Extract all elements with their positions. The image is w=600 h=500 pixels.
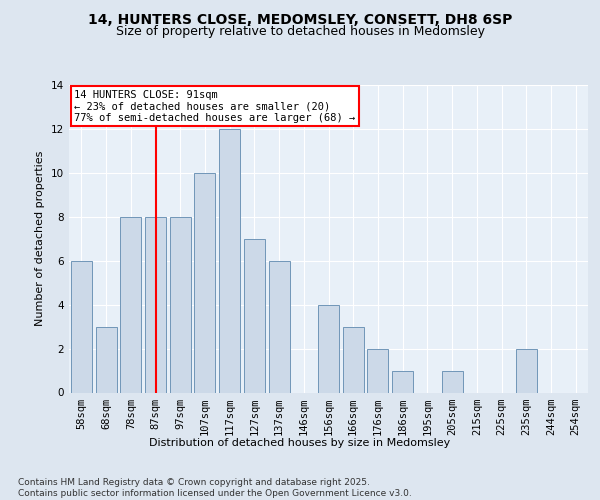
Bar — [367, 348, 388, 393]
Bar — [343, 326, 364, 392]
Bar — [194, 173, 215, 392]
Bar — [219, 129, 240, 392]
Text: Size of property relative to detached houses in Medomsley: Size of property relative to detached ho… — [115, 25, 485, 38]
Y-axis label: Number of detached properties: Number of detached properties — [35, 151, 46, 326]
Bar — [120, 217, 141, 392]
Bar — [145, 217, 166, 392]
Bar — [392, 370, 413, 392]
Bar — [318, 304, 339, 392]
Text: Contains HM Land Registry data © Crown copyright and database right 2025.
Contai: Contains HM Land Registry data © Crown c… — [18, 478, 412, 498]
Text: 14 HUNTERS CLOSE: 91sqm
← 23% of detached houses are smaller (20)
77% of semi-de: 14 HUNTERS CLOSE: 91sqm ← 23% of detache… — [74, 90, 355, 123]
Bar — [244, 239, 265, 392]
Bar — [95, 326, 116, 392]
Bar — [71, 260, 92, 392]
Text: 14, HUNTERS CLOSE, MEDOMSLEY, CONSETT, DH8 6SP: 14, HUNTERS CLOSE, MEDOMSLEY, CONSETT, D… — [88, 12, 512, 26]
Bar — [442, 370, 463, 392]
Text: Distribution of detached houses by size in Medomsley: Distribution of detached houses by size … — [149, 438, 451, 448]
Bar — [516, 348, 537, 393]
Bar — [170, 217, 191, 392]
Bar — [269, 260, 290, 392]
